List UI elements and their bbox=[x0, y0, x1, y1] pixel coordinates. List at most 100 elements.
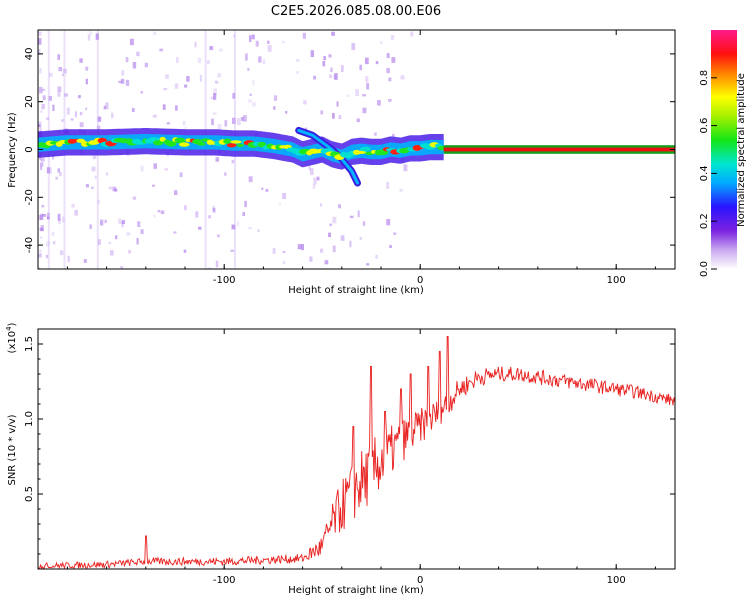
speckle bbox=[144, 62, 148, 68]
speckle bbox=[257, 229, 260, 233]
speckle bbox=[85, 184, 89, 188]
speckle bbox=[136, 237, 139, 245]
speckle bbox=[349, 240, 352, 248]
speckle bbox=[403, 164, 408, 172]
speckle bbox=[328, 232, 331, 238]
speckle bbox=[136, 51, 140, 57]
speckle bbox=[332, 112, 335, 119]
speckle bbox=[152, 114, 157, 118]
speckle bbox=[42, 213, 47, 217]
speckle bbox=[252, 80, 255, 86]
speckle bbox=[380, 40, 383, 45]
colorbar-tick-label: 0.0 bbox=[699, 261, 710, 277]
speckle bbox=[125, 57, 129, 63]
speckle bbox=[162, 104, 166, 110]
track-blob bbox=[355, 150, 367, 154]
speckle bbox=[46, 167, 51, 174]
speckle bbox=[365, 76, 369, 83]
speckle bbox=[355, 89, 360, 96]
speckle bbox=[232, 92, 236, 99]
track-blob bbox=[223, 138, 232, 144]
speckle bbox=[362, 221, 366, 226]
speckle bbox=[388, 98, 392, 102]
speckle bbox=[302, 32, 306, 39]
speckle bbox=[118, 218, 122, 225]
speckle bbox=[126, 232, 131, 236]
track-blob bbox=[174, 137, 186, 144]
speckle bbox=[233, 34, 236, 38]
speckle bbox=[140, 165, 144, 172]
speckle bbox=[217, 124, 222, 130]
speckle bbox=[199, 74, 203, 82]
speckle bbox=[198, 226, 202, 230]
speckle bbox=[212, 112, 217, 115]
speckle bbox=[41, 204, 45, 208]
speckle bbox=[175, 105, 178, 111]
speckle bbox=[120, 266, 124, 269]
speckle bbox=[184, 84, 188, 88]
x-tick-label: -100 bbox=[213, 275, 236, 286]
speckle bbox=[329, 223, 332, 227]
colorbar-tick-label: 0.2 bbox=[699, 213, 710, 229]
speckle bbox=[94, 175, 97, 179]
speckle bbox=[71, 203, 75, 208]
speckle bbox=[366, 263, 370, 266]
speckle bbox=[153, 214, 156, 218]
speckle bbox=[153, 163, 157, 169]
speckle bbox=[323, 56, 326, 61]
track-blob bbox=[159, 136, 166, 142]
speckle bbox=[245, 54, 248, 62]
speckle bbox=[112, 186, 117, 192]
speckle bbox=[273, 106, 276, 110]
speckle bbox=[46, 241, 50, 247]
speckle bbox=[58, 172, 62, 177]
speckle bbox=[224, 120, 228, 127]
chart-title: C2E5.2026.085.08.00.E06 bbox=[271, 4, 441, 19]
track-blob bbox=[166, 140, 177, 147]
speckle bbox=[210, 96, 215, 100]
speckle bbox=[120, 78, 125, 84]
speckle bbox=[45, 255, 49, 259]
speckle bbox=[278, 203, 282, 206]
speckle bbox=[38, 48, 41, 55]
speckle bbox=[152, 184, 156, 187]
speckle bbox=[61, 216, 65, 223]
speckle bbox=[319, 248, 324, 253]
speckle bbox=[308, 165, 311, 171]
speckle bbox=[100, 219, 104, 226]
speckle bbox=[230, 249, 235, 252]
speckle bbox=[39, 86, 43, 94]
track-blob bbox=[359, 146, 371, 152]
speckle bbox=[40, 157, 45, 162]
speckle bbox=[184, 205, 187, 211]
speckle bbox=[183, 249, 187, 253]
colorbar: 0.0 0.2 0.4 0.6 0.8 Normalized spectral ampl… bbox=[699, 30, 747, 277]
speckle bbox=[157, 210, 161, 213]
speckle bbox=[57, 168, 61, 173]
speckle bbox=[231, 117, 236, 124]
speckle bbox=[79, 58, 83, 63]
speckle bbox=[91, 166, 96, 172]
speckle bbox=[336, 101, 339, 107]
speckle bbox=[390, 35, 395, 40]
colorbar-tick-label: 0.4 bbox=[699, 165, 710, 181]
speckle bbox=[103, 105, 106, 110]
speckle bbox=[282, 261, 286, 265]
speckle bbox=[209, 46, 214, 51]
speckle bbox=[121, 70, 125, 76]
speckle bbox=[52, 154, 55, 160]
speckle bbox=[334, 73, 338, 80]
speckle bbox=[165, 74, 169, 79]
speckle bbox=[89, 31, 92, 35]
speckle bbox=[48, 95, 52, 101]
speckle bbox=[176, 56, 179, 63]
speckle bbox=[216, 234, 221, 238]
speckle bbox=[374, 132, 377, 136]
speckle bbox=[242, 115, 247, 122]
speckle bbox=[329, 74, 333, 79]
speckle bbox=[59, 250, 64, 256]
speckle bbox=[47, 212, 50, 220]
speckle bbox=[375, 61, 379, 65]
snr-x-label: Height of straight line (km) bbox=[288, 585, 424, 596]
